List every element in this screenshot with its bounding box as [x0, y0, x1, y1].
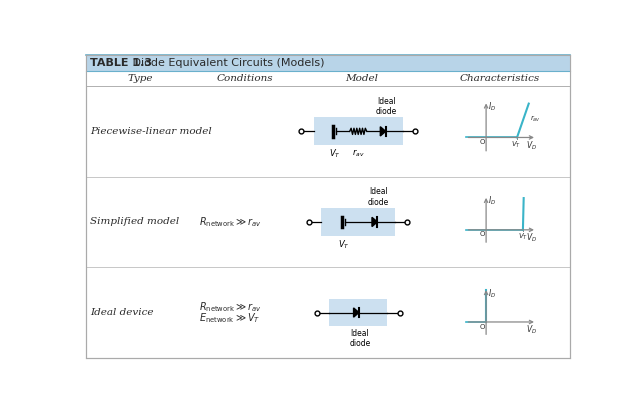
- Text: $r_{av}$: $r_{av}$: [531, 114, 541, 124]
- Text: Type: Type: [128, 74, 153, 83]
- Text: $E_{\rm network} \gg V_T$: $E_{\rm network} \gg V_T$: [198, 311, 260, 325]
- Text: $r_{av}$: $r_{av}$: [352, 148, 365, 159]
- Text: Ideal device: Ideal device: [90, 308, 154, 317]
- Text: Simplified model: Simplified model: [90, 218, 179, 227]
- Text: Model: Model: [346, 74, 379, 83]
- Text: $I_D$: $I_D$: [488, 101, 496, 113]
- Bar: [86, 55, 570, 71]
- Text: $V_D$: $V_D$: [526, 139, 537, 151]
- Text: O: O: [479, 139, 484, 145]
- Text: Ideal
diode: Ideal diode: [349, 329, 371, 348]
- Text: $V_T$: $V_T$: [511, 140, 522, 150]
- Polygon shape: [353, 308, 359, 317]
- Text: $V_T$: $V_T$: [338, 238, 349, 251]
- Text: $R_{\rm network} \gg r_{av}$: $R_{\rm network} \gg r_{av}$: [198, 215, 262, 229]
- Text: TABLE 1.3: TABLE 1.3: [90, 58, 152, 68]
- Text: $V_T$: $V_T$: [518, 232, 528, 243]
- Text: $V_D$: $V_D$: [526, 231, 537, 244]
- FancyBboxPatch shape: [321, 208, 395, 236]
- Text: $I_D$: $I_D$: [488, 287, 496, 300]
- Text: $V_D$: $V_D$: [526, 324, 537, 336]
- Text: $V_T$: $V_T$: [329, 148, 340, 160]
- FancyBboxPatch shape: [314, 117, 403, 145]
- Text: Conditions: Conditions: [217, 74, 273, 83]
- Polygon shape: [380, 127, 386, 136]
- Text: Characteristics: Characteristics: [459, 74, 540, 83]
- FancyBboxPatch shape: [329, 299, 387, 326]
- Bar: [86, 71, 570, 86]
- Text: Ideal
diode: Ideal diode: [376, 97, 397, 116]
- Text: $R_{\rm network} \gg r_{av}$: $R_{\rm network} \gg r_{av}$: [198, 300, 262, 314]
- Text: O: O: [479, 231, 484, 237]
- Polygon shape: [372, 217, 378, 227]
- Text: Diode Equivalent Circuits (Models): Diode Equivalent Circuits (Models): [129, 58, 324, 68]
- Text: Piecewise-linear model: Piecewise-linear model: [90, 127, 212, 136]
- Text: O: O: [479, 324, 484, 330]
- Text: Ideal
diode: Ideal diode: [367, 187, 389, 207]
- Text: $I_D$: $I_D$: [488, 195, 496, 207]
